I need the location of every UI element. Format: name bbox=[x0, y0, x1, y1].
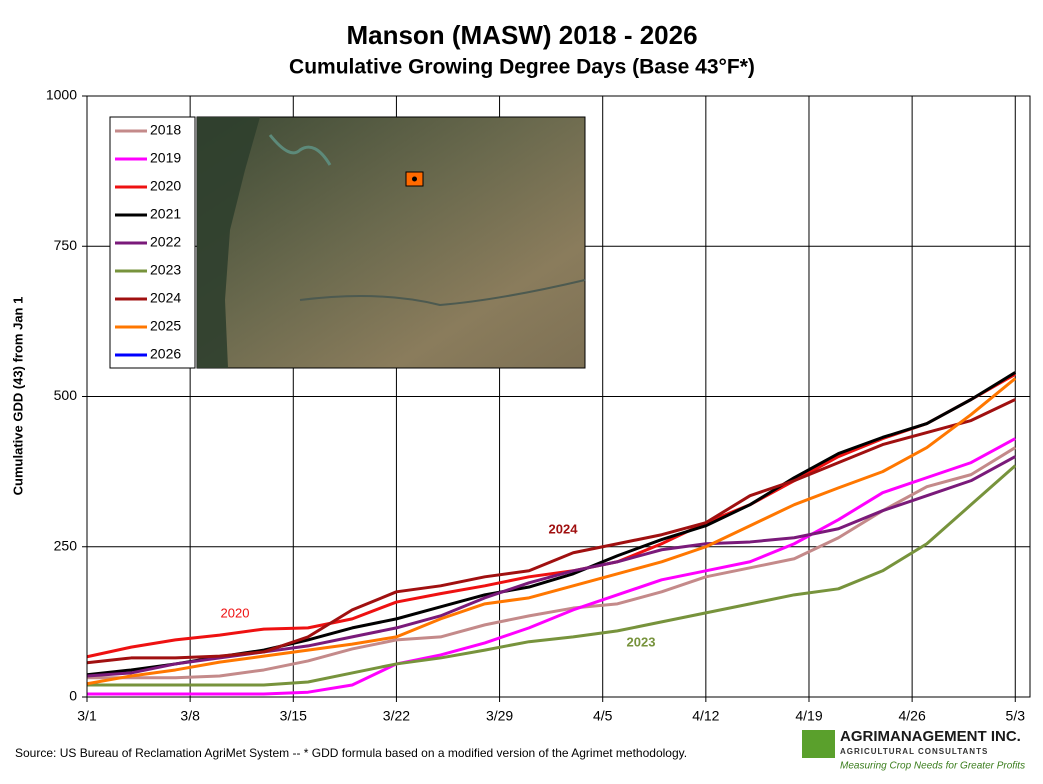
x-tick-label: 5/3 bbox=[1006, 708, 1026, 724]
annotation: 2024 bbox=[549, 521, 579, 536]
x-tick-label: 3/8 bbox=[180, 708, 200, 724]
y-tick-label: 250 bbox=[54, 537, 78, 553]
x-tick-label: 4/5 bbox=[593, 708, 613, 724]
logo-slogan: Measuring Crop Needs for Greater Profits bbox=[840, 761, 1025, 772]
annotation: 2020 bbox=[221, 605, 250, 620]
x-tick-label: 3/29 bbox=[486, 708, 513, 724]
series-line bbox=[87, 464, 1017, 687]
x-tick-label: 3/15 bbox=[280, 708, 307, 724]
series-line bbox=[86, 455, 1016, 678]
x-tick-label: 4/12 bbox=[692, 708, 719, 724]
y-tick-label: 1000 bbox=[46, 87, 77, 103]
source-note: Source: US Bureau of Reclamation AgriMet… bbox=[15, 746, 687, 760]
legend-label: 2025 bbox=[150, 318, 181, 334]
logo-icon bbox=[802, 730, 835, 758]
logo-tagline: AGRICULTURAL CONSULTANTS bbox=[840, 747, 988, 756]
y-tick-label: 0 bbox=[69, 688, 77, 704]
logo-name: AGRIMANAGEMENT INC. bbox=[840, 728, 1021, 745]
x-tick-label: 4/19 bbox=[795, 708, 822, 724]
y-axis-label: Cumulative GDD (43) from Jan 1 bbox=[10, 297, 25, 496]
site-dot bbox=[412, 176, 417, 182]
logo: AGRIMANAGEMENT INC. AGRICULTURAL CONSULT… bbox=[802, 728, 1025, 772]
series-line bbox=[86, 398, 1016, 665]
map-river bbox=[299, 279, 586, 307]
legend-label: 2018 bbox=[150, 122, 181, 138]
chart-title: Manson (MASW) 2018 - 2026 bbox=[346, 20, 697, 50]
series-line bbox=[86, 377, 1017, 686]
map-water bbox=[268, 134, 332, 166]
annotation: 2023 bbox=[627, 634, 656, 649]
series-line bbox=[86, 372, 1017, 659]
legend-label: 2020 bbox=[150, 178, 181, 194]
legend-label: 2022 bbox=[150, 234, 181, 250]
map-coast bbox=[197, 117, 260, 368]
legend-label: 2023 bbox=[150, 262, 181, 278]
legend-label: 2021 bbox=[150, 206, 181, 222]
chart-subtitle: Cumulative Growing Degree Days (Base 43°… bbox=[289, 56, 755, 79]
legend-label: 2024 bbox=[150, 290, 181, 306]
x-tick-label: 3/1 bbox=[77, 708, 97, 724]
map-image bbox=[196, 116, 586, 369]
series-line bbox=[87, 446, 1017, 680]
map-inset bbox=[196, 116, 586, 369]
x-tick-label: 4/26 bbox=[899, 708, 926, 724]
plot-frame bbox=[86, 95, 1031, 698]
legend-label: 2026 bbox=[150, 346, 181, 362]
x-tick-label: 3/22 bbox=[383, 708, 410, 724]
y-tick-label: 500 bbox=[54, 387, 78, 403]
series-line bbox=[87, 437, 1016, 696]
legend-label: 2019 bbox=[150, 150, 181, 166]
y-tick-label: 750 bbox=[54, 237, 78, 253]
